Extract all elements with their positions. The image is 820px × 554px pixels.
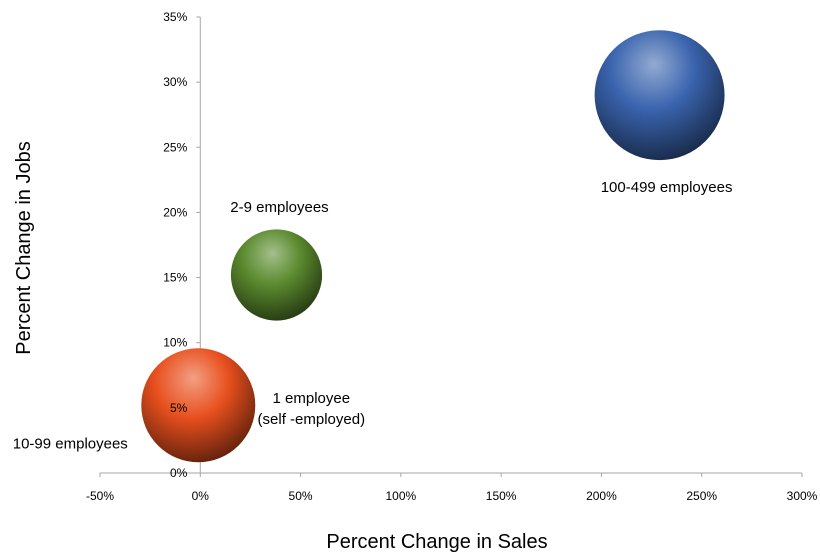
bubbles	[141, 30, 725, 463]
x-tick-label: 50%	[289, 489, 313, 503]
x-tick-label: 200%	[586, 489, 617, 503]
y-tick-label: 0%	[170, 466, 188, 480]
bubble	[230, 229, 323, 321]
x-tick-label: 250%	[686, 489, 717, 503]
y-tick-label: 35%	[163, 10, 187, 24]
x-tick-label: 100%	[386, 489, 417, 503]
y-tick-label: 25%	[163, 140, 187, 154]
y-tick-label: 5%	[170, 401, 188, 415]
x-tick-label: -50%	[86, 489, 114, 503]
y-tick-label: 10%	[163, 336, 187, 350]
y-tick-label: 15%	[163, 271, 187, 285]
x-axis-title: Percent Change in Sales	[326, 531, 547, 553]
bubble-label: (self -employed)	[258, 411, 366, 428]
bubble-labels: 1 employee (self -employed) 10-99 employee…	[13, 179, 733, 452]
x-tick-label: 150%	[486, 489, 517, 503]
y-axis-title: Percent Change in Jobs	[13, 141, 35, 354]
bubble-label: 10-99 employees	[13, 435, 128, 452]
y-tick-label: 30%	[163, 75, 187, 89]
bubble-label: 2-9 employees	[230, 199, 328, 216]
tick-labels: 0% 5% 10% 15% 20% 25% 30% 35% -50% 0% 50% 100% 150% 2…	[86, 10, 818, 503]
y-tick-label: 20%	[163, 205, 187, 219]
bubble-label: 100-499 employees	[601, 179, 733, 196]
bubble	[141, 348, 256, 463]
x-tick-label: 0%	[192, 489, 210, 503]
bubble	[594, 30, 725, 161]
bubble-label: 1 employee	[273, 390, 351, 407]
x-tick-label: 300%	[787, 489, 818, 503]
